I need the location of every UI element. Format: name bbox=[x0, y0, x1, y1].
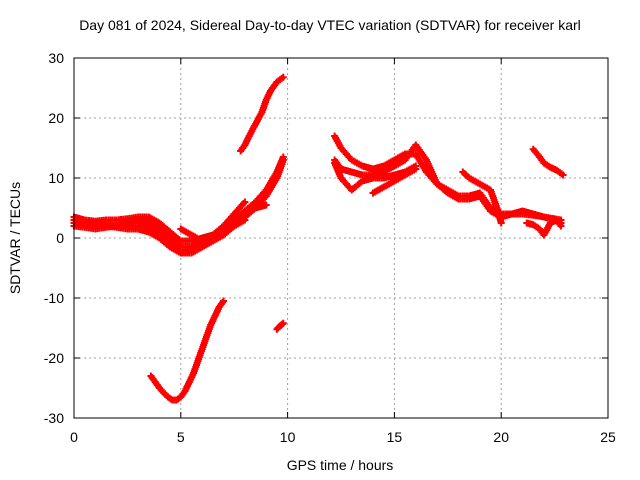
series-arc-10 bbox=[331, 141, 565, 227]
x-tick-label: 0 bbox=[70, 429, 78, 445]
series-points bbox=[529, 145, 567, 179]
series-points bbox=[147, 297, 227, 404]
y-tick-label: -10 bbox=[44, 290, 64, 306]
x-tick-label: 10 bbox=[280, 429, 296, 445]
series-arc-7 bbox=[147, 297, 227, 404]
y-tick-label: 30 bbox=[48, 50, 64, 66]
data-points bbox=[70, 73, 567, 404]
series-arc-8 bbox=[273, 319, 287, 333]
series-points bbox=[331, 141, 565, 227]
y-axis-label: SDTVAR / TECUs bbox=[7, 182, 23, 294]
x-tick-label: 15 bbox=[387, 429, 403, 445]
x-tick-label: 20 bbox=[493, 429, 509, 445]
y-tick-label: -20 bbox=[44, 350, 64, 366]
y-tick-label: 20 bbox=[48, 110, 64, 126]
series-arc-12 bbox=[369, 165, 420, 197]
series-arc-14 bbox=[523, 216, 565, 239]
y-tick-label: 0 bbox=[56, 230, 64, 246]
series-points bbox=[237, 73, 287, 155]
axis-ticks: 0 5 10 15 20 25 -30 -20 -10 0 10 20 30 bbox=[44, 50, 616, 445]
x-axis-label: GPS time / hours bbox=[287, 457, 394, 473]
series-arc-15 bbox=[529, 145, 567, 179]
x-tick-label: 5 bbox=[177, 429, 185, 445]
series-arc-5 bbox=[177, 201, 270, 245]
series-arc-13 bbox=[459, 168, 505, 227]
chart-title: Day 081 of 2024, Sidereal Day-to-day VTE… bbox=[79, 17, 581, 33]
series-points bbox=[273, 319, 287, 333]
y-tick-label: -30 bbox=[44, 410, 64, 426]
x-tick-label: 25 bbox=[600, 429, 616, 445]
series-arc-6 bbox=[237, 73, 287, 155]
y-tick-label: 10 bbox=[48, 170, 64, 186]
